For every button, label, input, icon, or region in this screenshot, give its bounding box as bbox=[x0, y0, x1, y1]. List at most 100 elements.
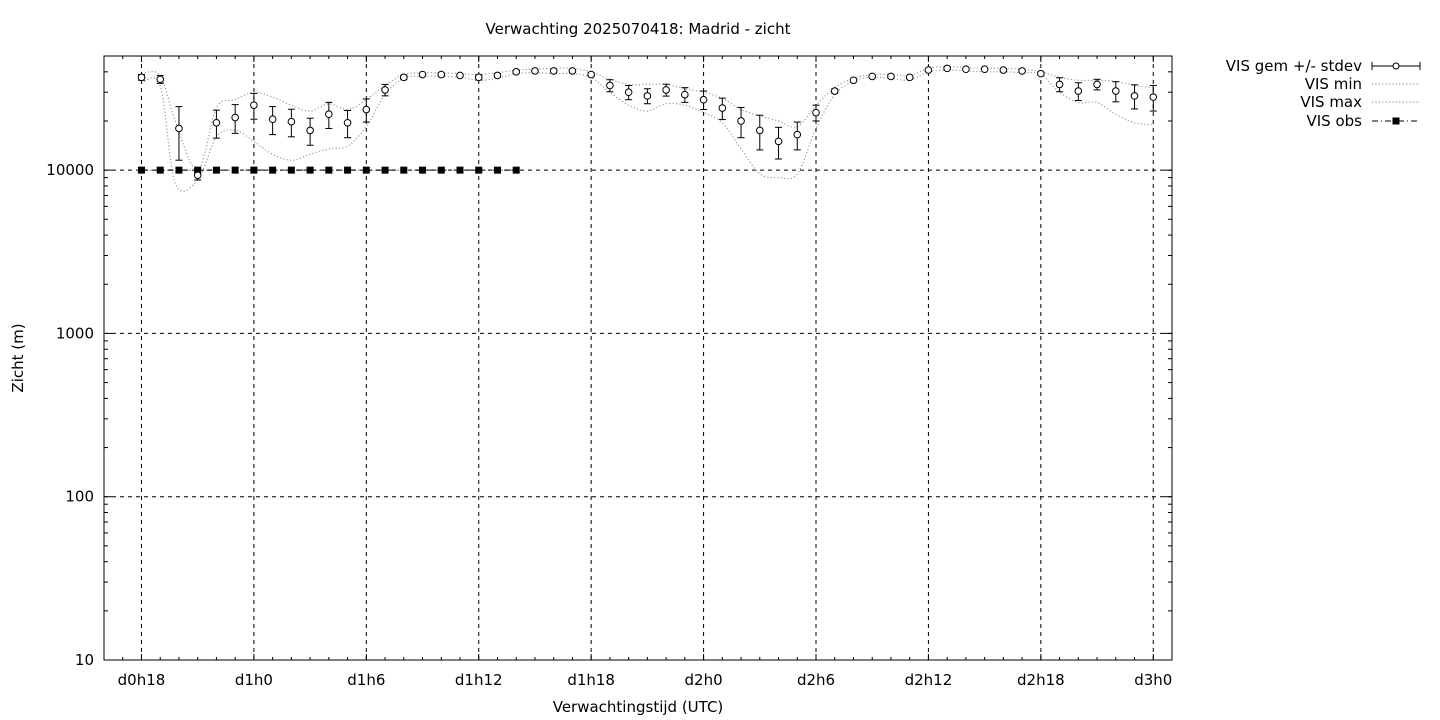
vis-mean-point bbox=[549, 67, 558, 75]
vis-mean-point bbox=[1018, 67, 1026, 75]
vis-obs-point bbox=[137, 166, 145, 174]
series-layer bbox=[137, 64, 1158, 192]
vis-mean-point bbox=[662, 86, 670, 94]
vis-mean-point bbox=[193, 171, 202, 180]
vis-mean-point bbox=[905, 73, 914, 82]
vis-mean-point bbox=[624, 88, 633, 97]
vis-mean-point bbox=[531, 67, 539, 75]
x-tick-label: d2h12 bbox=[905, 671, 953, 689]
vis-mean-point bbox=[381, 86, 389, 94]
vis-mean-point bbox=[287, 117, 296, 126]
vis-obs-point bbox=[512, 166, 520, 174]
x-tick-label: d1h12 bbox=[455, 671, 503, 689]
vis-mean-point bbox=[343, 118, 352, 127]
vis-mean-point bbox=[924, 66, 933, 74]
vis-mean-point bbox=[231, 113, 239, 122]
legend-label: VIS min bbox=[1305, 75, 1362, 93]
vis-mean-point bbox=[437, 70, 446, 79]
x-tick-label: d2h0 bbox=[685, 671, 723, 689]
vis-obs-point bbox=[381, 166, 389, 174]
x-tick-label: d1h18 bbox=[567, 671, 615, 689]
legend-symbol-obs-point bbox=[1392, 117, 1400, 125]
vis-obs-point bbox=[362, 166, 370, 174]
x-axis-label: Verwachtingstijd (UTC) bbox=[553, 698, 724, 716]
vis-mean-point bbox=[1055, 80, 1064, 89]
vis-mean-point bbox=[399, 73, 408, 82]
y-tick-label: 1000 bbox=[56, 324, 94, 342]
x-tick-label: d1h6 bbox=[347, 671, 385, 689]
vis-obs-point bbox=[475, 166, 483, 174]
vis-mean-point bbox=[681, 90, 689, 99]
vis-mean-point bbox=[587, 70, 595, 79]
vis-obs-point bbox=[419, 166, 427, 174]
vis-obs-point bbox=[212, 166, 220, 174]
vis-obs-point bbox=[400, 166, 408, 174]
vis-obs-point bbox=[250, 166, 258, 174]
vis-obs-point bbox=[344, 166, 352, 174]
vis-obs-point bbox=[231, 166, 239, 174]
x-tick-label: d1h0 bbox=[235, 671, 273, 689]
vis-mean-point bbox=[137, 73, 146, 82]
grid-lines bbox=[104, 56, 1172, 660]
vis-obs-point bbox=[456, 166, 464, 174]
legend-label: VIS max bbox=[1300, 93, 1362, 111]
vis-mean-point bbox=[774, 137, 783, 146]
vis-mean-point bbox=[156, 75, 165, 84]
vis-mean-point bbox=[306, 126, 314, 135]
vis-mean-point bbox=[418, 70, 427, 79]
plot-frame bbox=[103, 55, 1173, 661]
vis-mean-point bbox=[980, 65, 989, 74]
vis-mean-point bbox=[175, 124, 183, 133]
chart-title: Verwachting 2025070418: Madrid - zicht bbox=[486, 20, 791, 38]
axis-ticks: d0h18 d1h0 d1h6 d1h12 d1h18 d2h0 d2h6 d2h12 d2h1… bbox=[46, 55, 1173, 689]
vis-mean-point bbox=[325, 110, 333, 119]
legend-label: VIS gem +/- stdev bbox=[1226, 57, 1362, 75]
x-tick-label: d3h0 bbox=[1134, 671, 1172, 689]
vis-mean-point bbox=[718, 104, 727, 112]
vis-mean-point bbox=[1093, 80, 1101, 89]
vis-mean-point bbox=[606, 81, 614, 90]
vis-mean-point bbox=[493, 71, 502, 80]
vis-mean-point bbox=[999, 66, 1008, 74]
x-tick-label: d0h18 bbox=[118, 671, 166, 689]
vis-mean-point bbox=[830, 87, 839, 95]
vis-mean-point bbox=[755, 126, 764, 135]
vis-mean-point bbox=[568, 67, 577, 75]
vis-mean-point bbox=[212, 118, 221, 127]
vis-obs-point bbox=[194, 166, 202, 174]
legend-symbol-mean bbox=[1392, 62, 1400, 70]
vis-mean-point bbox=[268, 115, 277, 124]
vis-mean-point bbox=[1074, 87, 1083, 95]
x-tick-label: d2h6 bbox=[797, 671, 835, 689]
vis-obs-point bbox=[493, 166, 501, 174]
vis-mean-point bbox=[887, 72, 895, 81]
y-tick-label: 10 bbox=[75, 651, 94, 669]
vis-obs-point bbox=[175, 166, 183, 174]
y-axis-label: Zicht (m) bbox=[9, 323, 27, 392]
vis-mean-point bbox=[1130, 92, 1139, 100]
y-tick-label: 10000 bbox=[46, 161, 94, 179]
vis-mean-point bbox=[250, 101, 258, 109]
vis-mean-point bbox=[868, 72, 877, 81]
vis-mean-point bbox=[1111, 87, 1120, 95]
y-tick-label: 100 bbox=[65, 488, 94, 506]
vis-mean-point bbox=[643, 92, 652, 100]
legend-label: VIS obs bbox=[1307, 112, 1363, 130]
vis-mean-point bbox=[812, 108, 820, 117]
vis-mean-point bbox=[737, 117, 745, 125]
vis-mean-point bbox=[474, 73, 483, 82]
vis-obs-point bbox=[325, 166, 333, 174]
vis-mean-point bbox=[943, 64, 951, 73]
vis-mean-point bbox=[962, 65, 970, 74]
x-tick-label: d2h18 bbox=[1017, 671, 1065, 689]
vis-mean-point bbox=[849, 76, 858, 85]
vis-obs-point bbox=[156, 166, 164, 174]
vis-mean-point bbox=[1149, 93, 1158, 101]
vis-mean-point bbox=[793, 130, 802, 139]
vis-mean-point bbox=[1037, 69, 1045, 78]
vis-obs-point bbox=[306, 166, 314, 174]
vis-obs-point bbox=[287, 166, 295, 174]
vis-obs-point bbox=[437, 166, 445, 174]
